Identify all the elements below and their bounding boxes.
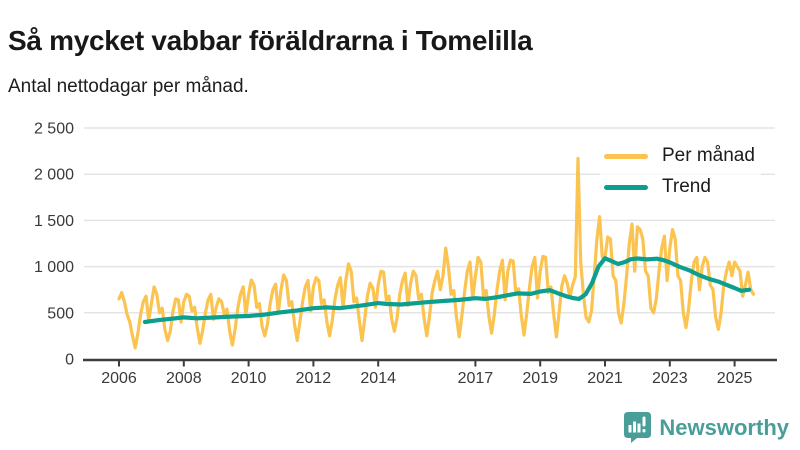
chart-legend: Per månad Trend bbox=[600, 142, 761, 201]
x-tick-label: 2023 bbox=[652, 370, 688, 387]
x-tick-label: 2019 bbox=[522, 370, 558, 387]
trend-line bbox=[142, 256, 752, 325]
x-tick-label: 2025 bbox=[717, 370, 753, 387]
legend-label: Trend bbox=[662, 176, 711, 197]
per-manad-line bbox=[117, 156, 756, 350]
y-tick-label: 2 500 bbox=[34, 121, 74, 138]
trend-swatch bbox=[604, 184, 648, 190]
chart-subtitle: Antal nettodagar per månad. bbox=[8, 76, 249, 97]
y-tick-label: 1 000 bbox=[34, 259, 74, 276]
y-tick-label: 0 bbox=[65, 352, 74, 369]
legend-label: Per månad bbox=[662, 145, 755, 166]
x-tick-label: 2017 bbox=[458, 370, 494, 387]
y-tick-label: 2 000 bbox=[34, 167, 74, 184]
x-tick-label: 2021 bbox=[587, 370, 623, 387]
legend-item-per-manad: Per månad bbox=[604, 144, 755, 168]
page-title: Så mycket vabbar föräldrarna i Tomelilla bbox=[8, 24, 533, 56]
newsworthy-logo: Newsworthy bbox=[624, 412, 789, 443]
x-tick-label: 2008 bbox=[166, 370, 202, 387]
per-manad-swatch bbox=[604, 153, 648, 159]
newsworthy-bubble-chart-icon bbox=[624, 412, 652, 443]
x-tick-label: 2012 bbox=[296, 370, 332, 387]
y-tick-label: 1 500 bbox=[34, 213, 74, 230]
x-tick-label: 2010 bbox=[231, 370, 267, 387]
legend-item-trend: Trend bbox=[604, 175, 755, 199]
x-tick-label: 2014 bbox=[360, 370, 396, 387]
brand-name: Newsworthy bbox=[659, 414, 789, 440]
x-tick-label: 2006 bbox=[101, 370, 137, 387]
y-tick-label: 500 bbox=[47, 305, 74, 322]
